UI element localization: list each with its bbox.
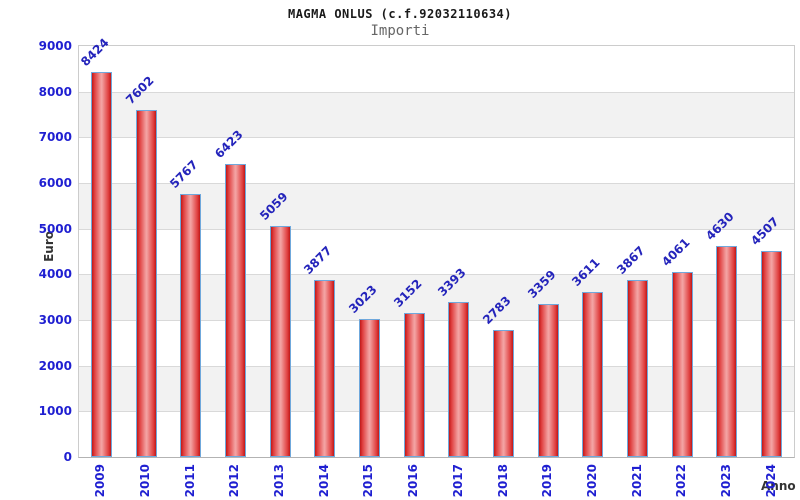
x-tick-2016: 2016 [406, 464, 421, 498]
y-tick-9000: 9000 [38, 39, 72, 53]
bar-2011 [180, 193, 202, 457]
x-axis-title: Anno [761, 479, 796, 493]
x-tick-2011: 2011 [182, 464, 197, 498]
x-tick-2021: 2021 [629, 464, 644, 498]
bar-2014 [314, 279, 336, 457]
bar-2020 [582, 292, 604, 457]
y-tick-8000: 8000 [38, 84, 72, 99]
x-tick-2017: 2017 [450, 464, 465, 498]
y-tick-0: 0 [63, 450, 72, 464]
y-tick-1000: 1000 [38, 404, 72, 419]
x-tick-2023: 2023 [718, 464, 733, 498]
bar-value-label: 4061 [658, 235, 693, 269]
bar-value-label: 3877 [301, 243, 335, 277]
x-tick-2013: 2013 [272, 464, 287, 498]
bar-2015 [358, 318, 380, 457]
bar-2024 [761, 251, 783, 457]
bar-2010 [135, 109, 157, 457]
x-tick-2020: 2020 [584, 464, 599, 498]
gridline [79, 411, 794, 413]
x-tick-2018: 2018 [495, 464, 510, 498]
bar-value-label: 3867 [614, 243, 648, 278]
plot-band [79, 91, 794, 138]
bar-2009 [90, 72, 112, 457]
gridline [79, 365, 794, 367]
bar-2012 [224, 163, 246, 457]
chart-subtitle: Importi [370, 23, 430, 39]
y-tick-5000: 5000 [38, 221, 72, 236]
bar-value-label: 8424 [77, 35, 112, 70]
bar-2019 [537, 303, 559, 457]
chart-title: MAGMA ONLUS (c.f.92032110634) [287, 7, 512, 21]
gridline [79, 91, 794, 93]
bar-2023 [716, 245, 738, 457]
gridline [79, 228, 794, 230]
plot-area: 8424 7602 5767 6423 5059 3877 3023 3152 3393 2783… [78, 36, 795, 458]
y-tick-4000: 4000 [38, 267, 72, 282]
bar-2021 [627, 280, 649, 457]
x-tick-2010: 2010 [138, 464, 153, 498]
bar-2013 [269, 225, 291, 457]
y-tick-7000: 7000 [38, 130, 72, 145]
bar-2017 [448, 302, 470, 457]
x-tick-2009: 2009 [93, 464, 108, 498]
gridline [79, 137, 794, 139]
y-tick-3000: 3000 [38, 313, 72, 327]
bar-2022 [671, 271, 693, 457]
x-tick-2019: 2019 [540, 464, 555, 498]
x-tick-2014: 2014 [316, 464, 331, 498]
x-tick-2015: 2015 [361, 464, 376, 498]
bar-2018 [493, 329, 515, 457]
gridline [79, 320, 794, 321]
gridline [79, 274, 794, 276]
x-tick-2024: 2024 [763, 464, 778, 498]
y-tick-2000: 2000 [38, 358, 72, 373]
x-tick-2022: 2022 [674, 464, 689, 498]
bar-2016 [403, 313, 425, 457]
y-tick-6000: 6000 [38, 176, 72, 190]
gridline [79, 183, 794, 184]
x-tick-2012: 2012 [227, 464, 242, 498]
